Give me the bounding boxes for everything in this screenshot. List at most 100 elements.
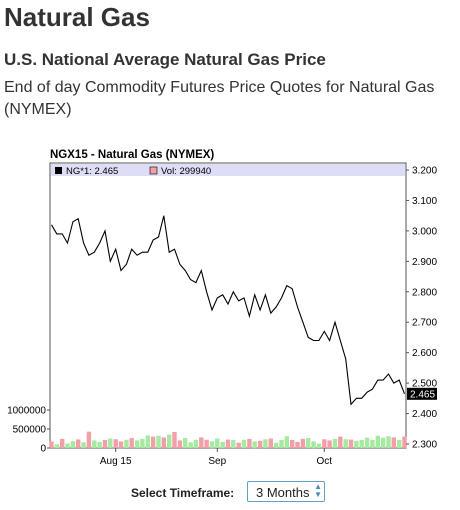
volume-bar bbox=[273, 442, 279, 448]
volume-bar bbox=[92, 440, 97, 448]
volume-bar bbox=[167, 434, 172, 448]
price-tick-label: 2.700 bbox=[412, 318, 437, 329]
volume-bar bbox=[241, 439, 247, 448]
volume-bar bbox=[49, 441, 54, 448]
timeframe-select[interactable]: 3 Months ▲ ▼ bbox=[247, 481, 325, 502]
volume-bar bbox=[177, 440, 183, 448]
volume-bar bbox=[375, 435, 380, 448]
volume-bar bbox=[300, 438, 306, 448]
volume-bar bbox=[220, 441, 225, 448]
volume-bar bbox=[338, 436, 343, 448]
volume-bar bbox=[354, 440, 359, 448]
volume-axis: 1000000 500000 0 bbox=[7, 406, 50, 455]
volume-bar bbox=[290, 440, 295, 448]
volume-bar bbox=[402, 436, 407, 448]
volume-tick-label: 500000 bbox=[13, 425, 47, 436]
price-chart: NGX15 - Natural Gas (NYMEX) NG*1: 2.465 … bbox=[7, 149, 437, 467]
page-description: End of day Commodity Futures Price Quote… bbox=[4, 79, 435, 118]
volume-bar bbox=[145, 435, 150, 448]
volume-bar bbox=[76, 439, 81, 448]
volume-bar bbox=[193, 439, 199, 448]
chart-title: NGX15 - Natural Gas (NYMEX) bbox=[50, 149, 214, 161]
volume-bar bbox=[70, 441, 76, 448]
plot-frame bbox=[49, 162, 407, 449]
volume-bar bbox=[188, 442, 193, 448]
volume-bar bbox=[263, 439, 268, 448]
volume-bar bbox=[225, 439, 231, 448]
volume-bars bbox=[49, 431, 407, 449]
x-tick-label: Aug 15 bbox=[100, 456, 132, 467]
last-price-marker bbox=[407, 387, 437, 400]
price-line bbox=[51, 215, 406, 406]
volume-bar bbox=[295, 441, 300, 448]
volume-bar bbox=[134, 440, 140, 448]
volume-bar bbox=[183, 438, 188, 448]
volume-bar bbox=[156, 435, 161, 448]
price-tick-label: 2.900 bbox=[412, 257, 437, 268]
volume-bar bbox=[209, 441, 215, 449]
volume-bar bbox=[359, 440, 364, 448]
volume-bar bbox=[311, 441, 316, 449]
volume-bar bbox=[380, 437, 386, 448]
volume-bar bbox=[322, 439, 327, 448]
volume-bar bbox=[306, 438, 311, 448]
volume-bar bbox=[65, 443, 70, 448]
legend-price-label: NG*1: 2.465 bbox=[66, 166, 118, 177]
volume-bar bbox=[370, 439, 375, 448]
volume-bar bbox=[199, 437, 204, 448]
volume-bar bbox=[343, 439, 348, 448]
volume-tick-label: 1000000 bbox=[7, 406, 46, 417]
volume-tick-label: 0 bbox=[40, 444, 46, 455]
volume-bar bbox=[257, 440, 263, 448]
volume-bar bbox=[140, 438, 145, 448]
x-tick-label: Oct bbox=[317, 456, 333, 467]
price-tick-label: 3.100 bbox=[412, 196, 437, 207]
volume-bar bbox=[284, 436, 289, 448]
x-axis: Aug 15 Sep Oct bbox=[100, 448, 332, 467]
price-tick-label: 3.000 bbox=[412, 226, 437, 237]
volume-bar bbox=[81, 442, 86, 448]
price-tick-label: 2.400 bbox=[412, 409, 437, 420]
volume-bar bbox=[60, 438, 65, 448]
volume-bar bbox=[391, 437, 396, 448]
volume-bar bbox=[386, 436, 391, 448]
volume-bar bbox=[236, 442, 241, 448]
volume-bar bbox=[54, 444, 59, 448]
volume-bar bbox=[231, 440, 236, 448]
volume-bar bbox=[161, 437, 166, 448]
volume-bar bbox=[279, 440, 284, 448]
page-subtitle: U.S. National Average Natural Gas Price bbox=[4, 50, 326, 69]
timeframe-label: Select Timeframe: bbox=[131, 486, 235, 500]
timeframe-selected-value: 3 Months bbox=[256, 485, 310, 500]
price-axis: 3.200 3.100 3.000 2.900 2.800 2.700 2.600 2.500… bbox=[406, 166, 437, 451]
legend-band bbox=[51, 164, 405, 176]
legend-volume-label: Vol: 299940 bbox=[161, 166, 211, 177]
legend-volume-swatch bbox=[149, 166, 158, 175]
volume-bar bbox=[327, 440, 332, 448]
volume-bar bbox=[113, 439, 118, 448]
volume-bar bbox=[215, 438, 220, 448]
volume-bar bbox=[397, 440, 402, 448]
volume-bar bbox=[124, 439, 129, 448]
volume-bar bbox=[316, 443, 322, 448]
volume-bar bbox=[150, 436, 156, 448]
volume-bar bbox=[348, 439, 354, 448]
volume-bar bbox=[86, 431, 92, 448]
price-tick-label: 3.200 bbox=[412, 166, 437, 177]
price-tick-label: 2.800 bbox=[412, 287, 437, 298]
volume-bar bbox=[204, 439, 209, 448]
volume-bar bbox=[332, 438, 338, 448]
x-tick-label: Sep bbox=[208, 456, 226, 467]
price-tick-label: 2.500 bbox=[412, 379, 437, 390]
volume-bar bbox=[129, 438, 134, 448]
volume-bar bbox=[118, 441, 124, 449]
last-price-label: 2.465 bbox=[410, 389, 435, 400]
volume-bar bbox=[97, 441, 102, 448]
volume-bar bbox=[364, 437, 370, 448]
volume-bar bbox=[252, 441, 257, 449]
price-tick-label: 2.600 bbox=[412, 348, 437, 359]
legend-price-swatch bbox=[55, 167, 62, 174]
volume-bar bbox=[268, 438, 273, 448]
volume-bar bbox=[172, 432, 177, 448]
up-down-arrows-icon: ▲ ▼ bbox=[314, 482, 322, 499]
